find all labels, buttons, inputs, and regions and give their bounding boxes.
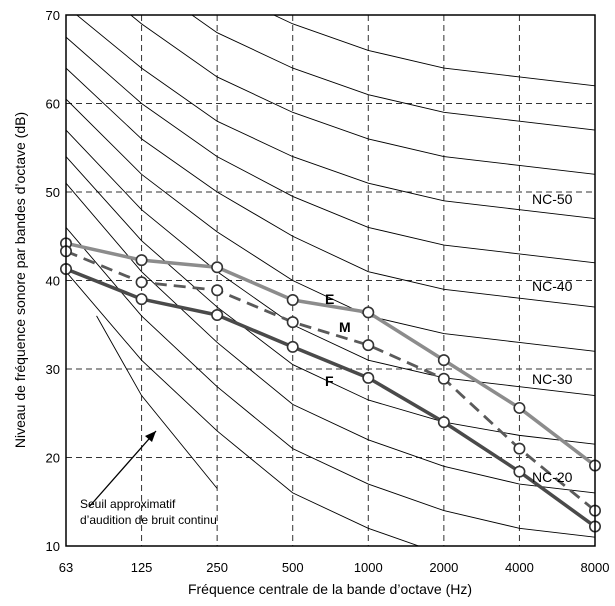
series-label-m: M [339,319,351,335]
y-tick-labels: 10 20 30 40 50 60 70 [46,8,60,554]
x-tick-labels: 63 125 250 500 1000 2000 4000 8000 [59,560,610,575]
x-tick-4000: 4000 [505,560,534,575]
threshold-label-line2: d’audition de bruit continu [80,513,217,527]
nc-curve-7 [66,36,595,264]
point-m-500 [286,316,299,329]
nc-curve-2 [66,182,595,494]
point-f-500 [286,340,299,353]
nc-label-50: NC-50 [532,191,573,207]
point-m-4000 [513,442,526,455]
point-e-4000 [513,401,526,414]
hearing-threshold [96,315,218,489]
series-lines [59,237,601,533]
nc-curve-10 [191,15,595,131]
threshold-curve [96,315,218,489]
series-label-f: F [325,373,334,389]
point-e-2000 [437,354,450,367]
point-m-125 [135,276,148,289]
point-f-4000 [513,465,526,478]
x-tick-125: 125 [131,560,153,575]
nc-curve-4 [66,129,595,396]
nc-curve-0 [66,271,421,546]
threshold-label-line1: Seuil approximatif [80,497,176,511]
x-tick-1000: 1000 [354,560,383,575]
point-m-1000 [362,339,375,352]
y-tick-70: 70 [46,8,60,23]
nc-curve-9 [130,15,595,175]
series-label-e: E [325,291,334,307]
x-tick-2000: 2000 [429,560,458,575]
y-tick-20: 20 [46,451,60,466]
point-f-1000 [362,371,375,384]
nc-curve-3 [66,156,595,445]
point-f-125 [135,293,148,306]
series-line-f [65,267,597,528]
x-tick-250: 250 [206,560,228,575]
point-f-250 [211,309,224,322]
point-e-125 [135,254,148,267]
nc-curve-8 [76,15,595,219]
nc-curve-5 [66,98,595,352]
x-tick-8000: 8000 [581,560,610,575]
threshold-arrow [88,430,157,508]
point-f-2000 [437,416,450,429]
nc-label-20: NC-20 [532,469,573,485]
point-e-1000 [362,306,375,319]
x-tick-500: 500 [282,560,304,575]
series-line-e [65,241,597,467]
plot-frame [65,14,596,547]
x-tick-63: 63 [59,560,73,575]
nc-curve-11 [272,15,595,87]
x-axis-label: Fréquence centrale de la bande d’octave … [188,581,472,597]
threshold-arrow-head [145,431,156,442]
point-e-250 [211,261,224,274]
point-m-2000 [437,372,450,385]
point-m-250 [211,284,224,297]
nc-label-30: NC-30 [532,371,573,387]
y-tick-50: 50 [46,185,60,200]
nc-curve-1 [66,227,595,538]
nc-curves [66,15,595,546]
y-axis-label: Niveau de fréquence sonore par bandes d’… [12,112,28,448]
nc-curve-6 [66,67,595,308]
nc-label-40: NC-40 [532,278,573,294]
y-tick-10: 10 [46,539,60,554]
y-tick-30: 30 [46,362,60,377]
point-e-500 [286,293,299,306]
y-tick-40: 40 [46,274,60,289]
y-tick-60: 60 [46,97,60,112]
